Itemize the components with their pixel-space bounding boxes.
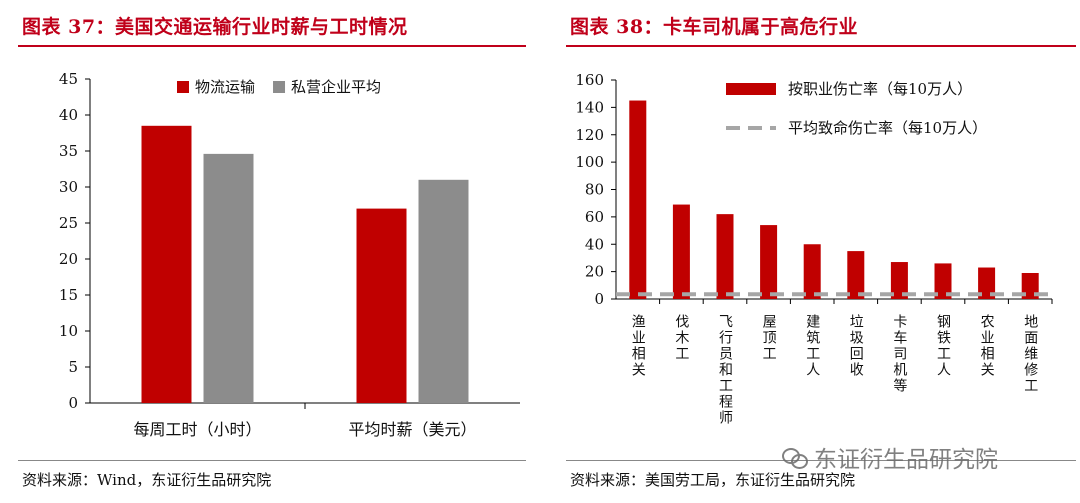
y-tick-label: 20 (585, 263, 604, 281)
y-tick-label: 20 (59, 250, 78, 268)
legend-label: 平均致命伤亡率（每10万人） (788, 119, 987, 137)
legend-label: 私营企业平均 (291, 78, 381, 96)
wechat-icon (782, 446, 808, 469)
y-tick-label: 80 (585, 181, 604, 199)
x-tick-label: 建筑工人 (804, 314, 820, 376)
y-tick-label: 0 (68, 394, 78, 412)
title-rule-left (18, 45, 526, 47)
legend-label: 按职业伤亡率（每10万人） (788, 80, 972, 98)
y-tick-label: 10 (59, 322, 78, 340)
legend-label: 物流运输 (195, 78, 255, 96)
y-tick-label: 30 (59, 178, 78, 196)
x-tick-label: 飞行员和工程师 (717, 314, 733, 424)
y-tick-label: 5 (68, 358, 78, 376)
x-tick-label: 屋顶工 (761, 314, 777, 360)
source-rule-left (18, 460, 526, 461)
bar-fatality (978, 267, 996, 299)
x-tick-label: 卡车司机等 (891, 314, 907, 392)
title-rule-right (566, 45, 1076, 47)
panel-right: 图表 38：卡车司机属于高危行业 0 20 40 60 80 100 120 140 160 渔业… (548, 0, 1080, 503)
x-tick-label: 平均时薪（美元） (348, 420, 476, 439)
legend-swatch (177, 81, 189, 93)
source-right: 资料来源：美国劳工局，东证衍生品研究院 (570, 471, 856, 489)
bar-fatality (672, 204, 690, 299)
legend-swatch (273, 81, 286, 93)
chart-title-right: 图表 38：卡车司机属于高危行业 (570, 16, 859, 38)
bar-fatality (629, 100, 647, 299)
bar-logistics (356, 208, 407, 403)
x-tick-label: 垃圾回收 (848, 314, 864, 376)
y-tick-label: 100 (575, 153, 604, 171)
bar-fatality (890, 262, 908, 299)
y-tick-label: 140 (575, 98, 604, 116)
y-tick-label: 0 (594, 290, 604, 308)
y-tick-label: 40 (59, 106, 78, 124)
y-tick-label: 45 (59, 70, 78, 88)
x-tick-label: 农业相关 (979, 314, 995, 376)
y-tick-label: 120 (575, 126, 604, 144)
watermark-text: 东证衍生品研究院 (814, 447, 998, 473)
bar-fatality (760, 225, 778, 299)
x-tick-label: 每周工时（小时） (133, 420, 261, 439)
watermark: 东证衍生品研究院 (782, 440, 998, 474)
bar-logistics (141, 125, 192, 404)
bar-fatality (803, 244, 821, 299)
chart-title-left: 图表 37：美国交通运输行业时薪与工时情况 (22, 16, 408, 38)
chart-left: 0 5 10 15 20 25 30 35 40 45 每周工时（小时） 平均时薪（美元） 物流运输 私营… (59, 70, 520, 439)
x-tick-label: 伐木工 (673, 314, 689, 360)
source-left: 资料来源：Wind，东证衍生品研究院 (22, 471, 272, 489)
x-tick-label: 地面维修工 (1022, 314, 1038, 392)
chart-right: 0 20 40 60 80 100 120 140 160 渔业相关 伐木工 飞行员和工程师 屋顶工 建筑… (575, 71, 1053, 424)
panel-left: 图表 37：美国交通运输行业时薪与工时情况 0 5 10 15 20 25 30 35 40 45… (0, 0, 530, 503)
source-rule-right (566, 460, 1076, 461)
y-tick-label: 60 (585, 208, 604, 226)
bar-fatality (934, 263, 952, 299)
y-tick-label: 160 (575, 71, 604, 89)
y-tick-label: 35 (59, 142, 78, 160)
bar-fatality (716, 214, 734, 299)
y-tick-label: 25 (59, 214, 78, 232)
x-tick-label: 钢铁工人 (935, 314, 951, 376)
y-tick-label: 15 (59, 286, 78, 304)
legend-swatch (726, 83, 776, 95)
bar-fatality (847, 251, 865, 299)
bar-private-avg (203, 153, 254, 403)
x-tick-label: 渔业相关 (630, 314, 646, 376)
bar-private-avg (418, 179, 469, 403)
y-tick-label: 40 (585, 235, 604, 253)
